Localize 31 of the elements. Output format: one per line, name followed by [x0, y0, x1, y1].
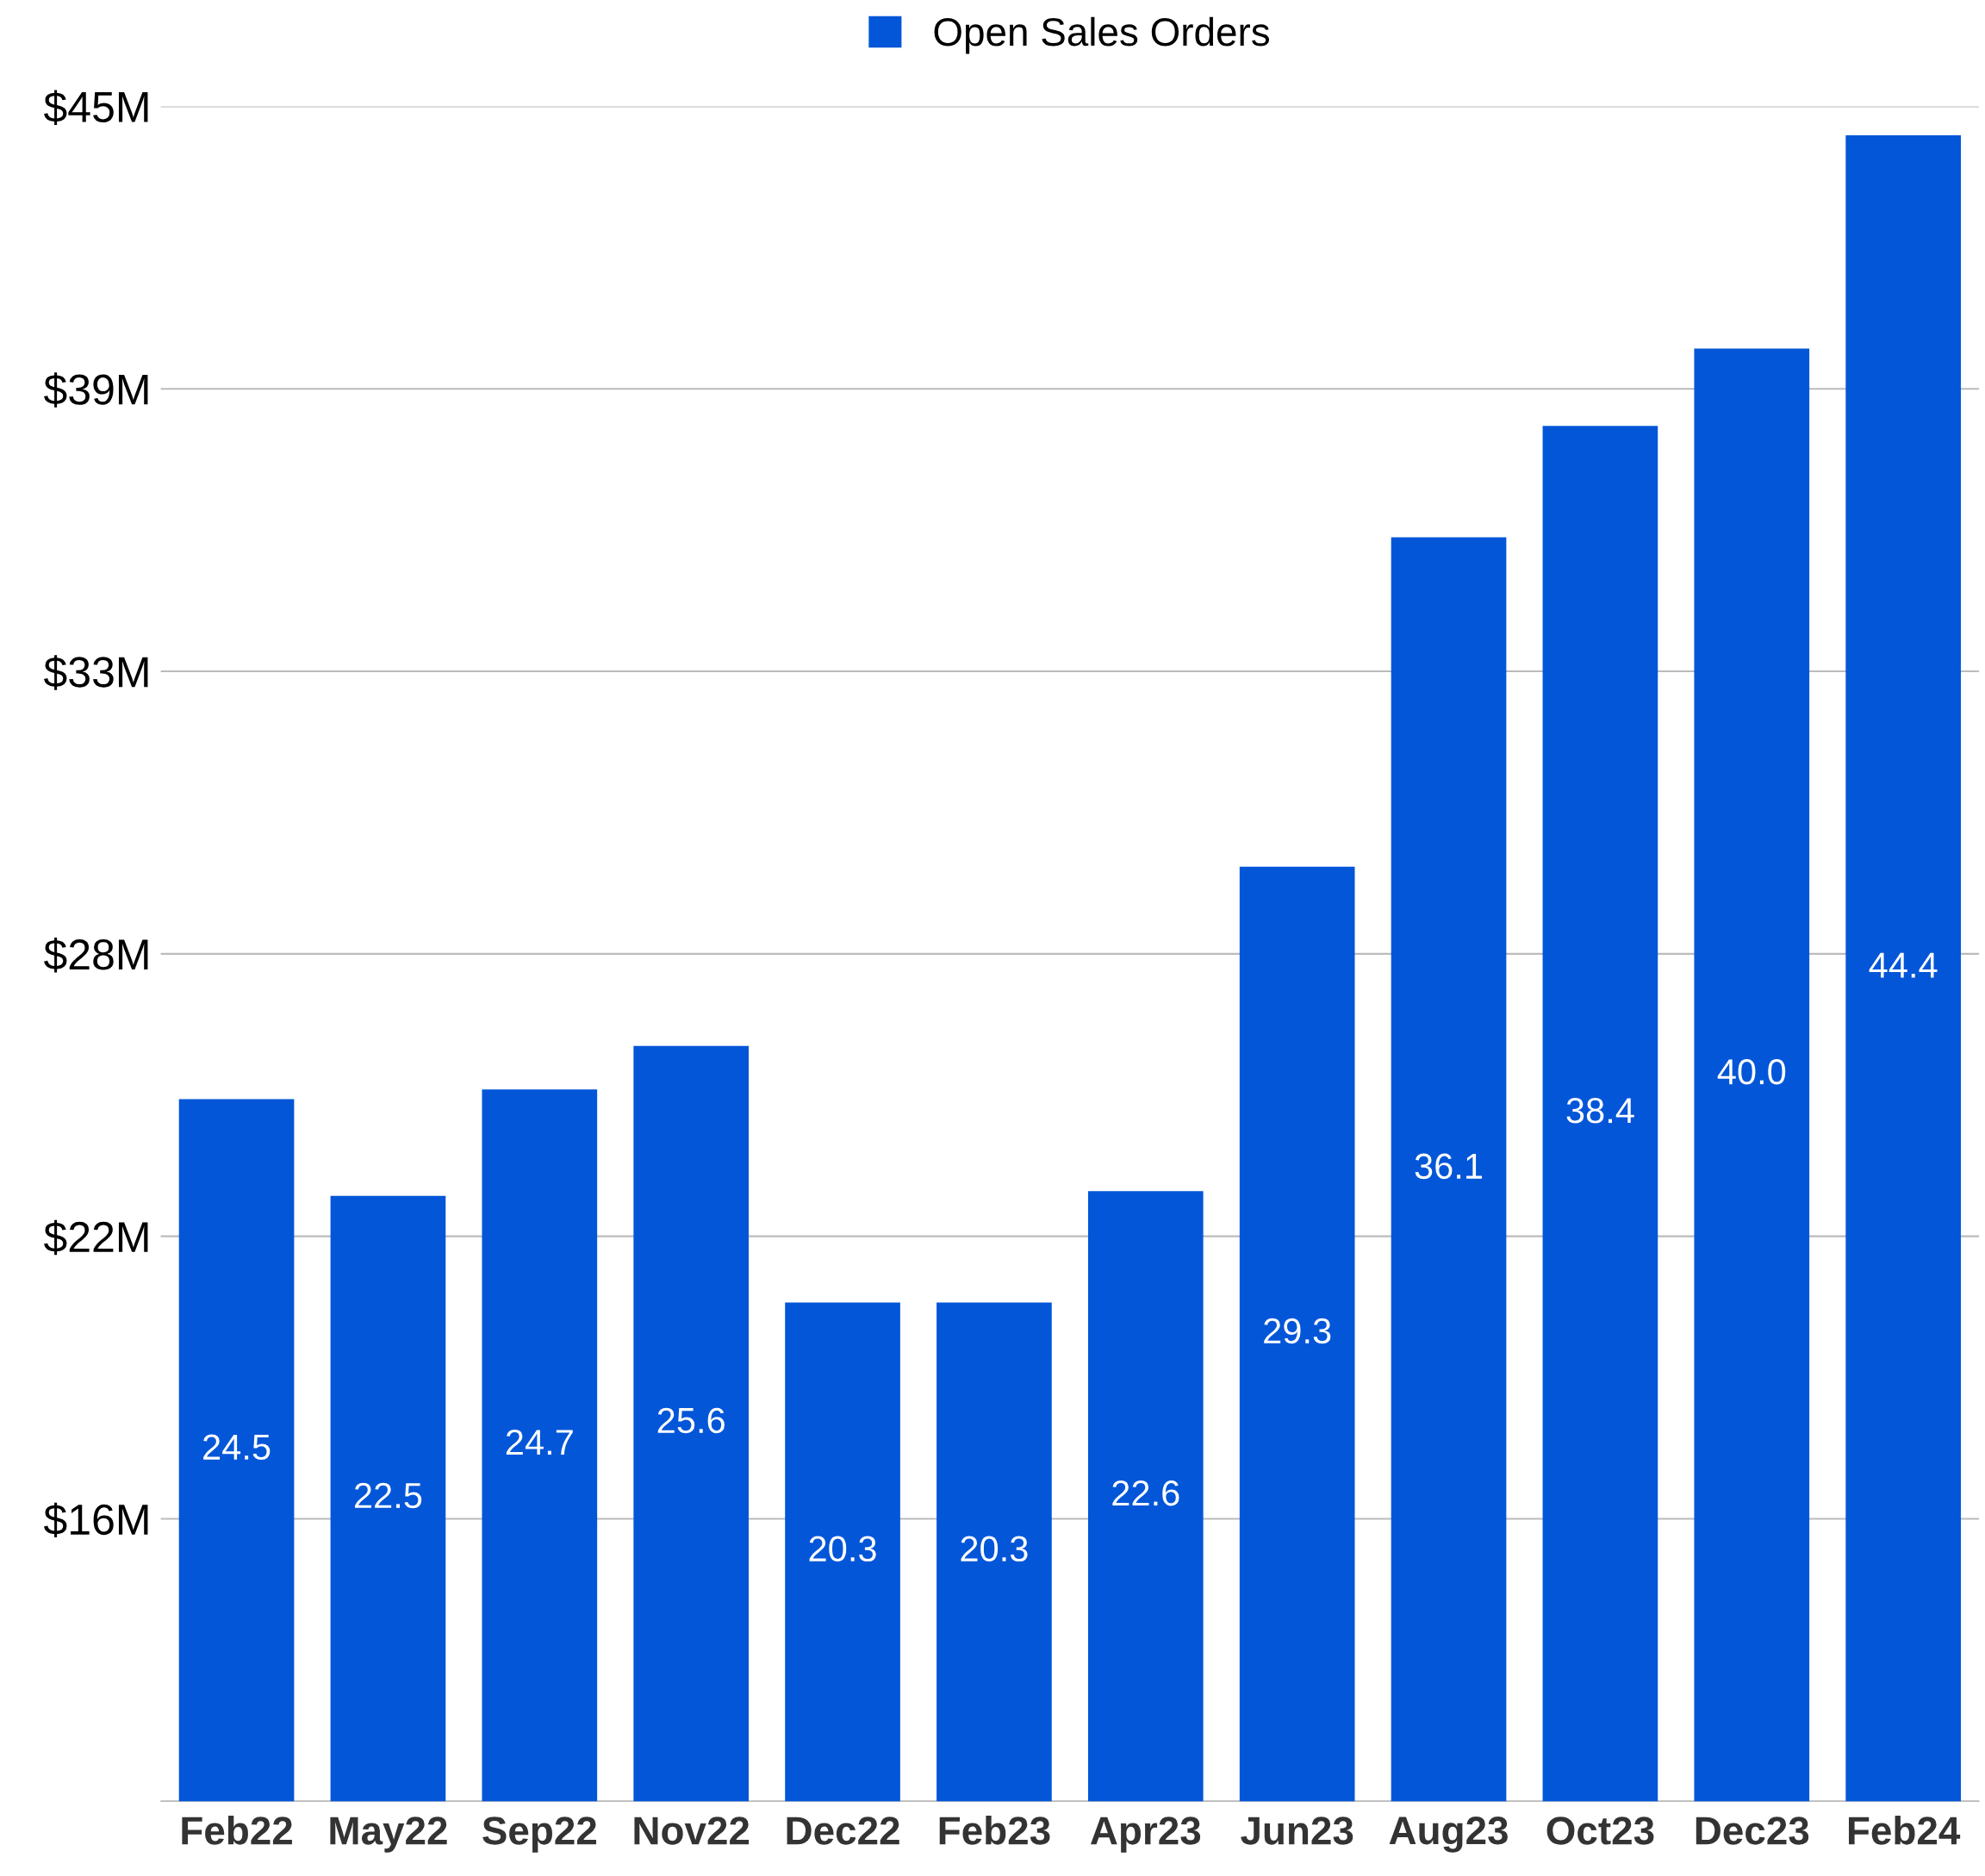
x-tick-label: Nov22	[634, 1817, 750, 1845]
x-tick-label: Feb23	[939, 1816, 1050, 1845]
y-tick-label: $28M	[43, 937, 148, 973]
data-label: 20.3	[961, 1536, 1028, 1562]
legend-label: Open Sales Orders	[934, 16, 1270, 54]
y-tick-label: $16M	[43, 1502, 148, 1538]
y-tick-label: $45M	[43, 90, 148, 125]
y-tick-label: $39M	[43, 372, 148, 408]
y-tick-label: $33M	[43, 655, 148, 690]
data-label: 25.6	[657, 1407, 725, 1434]
data-label: 40.0	[1717, 1059, 1786, 1085]
x-tick-label: Dec22	[787, 1817, 899, 1845]
x-tick-label: Oct23	[1546, 1817, 1654, 1845]
x-tick-label: Jun23	[1241, 1817, 1353, 1845]
data-label: 24.7	[506, 1429, 573, 1455]
data-label: 22.6	[1112, 1480, 1179, 1506]
data-label: 44.4	[1869, 952, 1938, 978]
data-label: 20.3	[809, 1536, 876, 1562]
data-label: 38.4	[1566, 1098, 1634, 1124]
x-tick-label: Feb24	[1848, 1816, 1961, 1845]
data-label: 36.1	[1415, 1153, 1483, 1180]
y-tick-label: $22M	[43, 1219, 148, 1256]
x-tick-label: Aug23	[1389, 1817, 1508, 1853]
x-tick-label: Sep22	[482, 1817, 596, 1853]
x-tick-label: Dec23	[1696, 1817, 1809, 1845]
data-label: 22.5	[354, 1482, 422, 1509]
x-tick-label: Feb22	[182, 1816, 292, 1845]
x-tick-label: May22	[330, 1817, 447, 1853]
data-label: 24.5	[203, 1434, 271, 1461]
x-tick-label: Apr23	[1090, 1817, 1201, 1853]
data-label: 29.3	[1264, 1318, 1331, 1344]
